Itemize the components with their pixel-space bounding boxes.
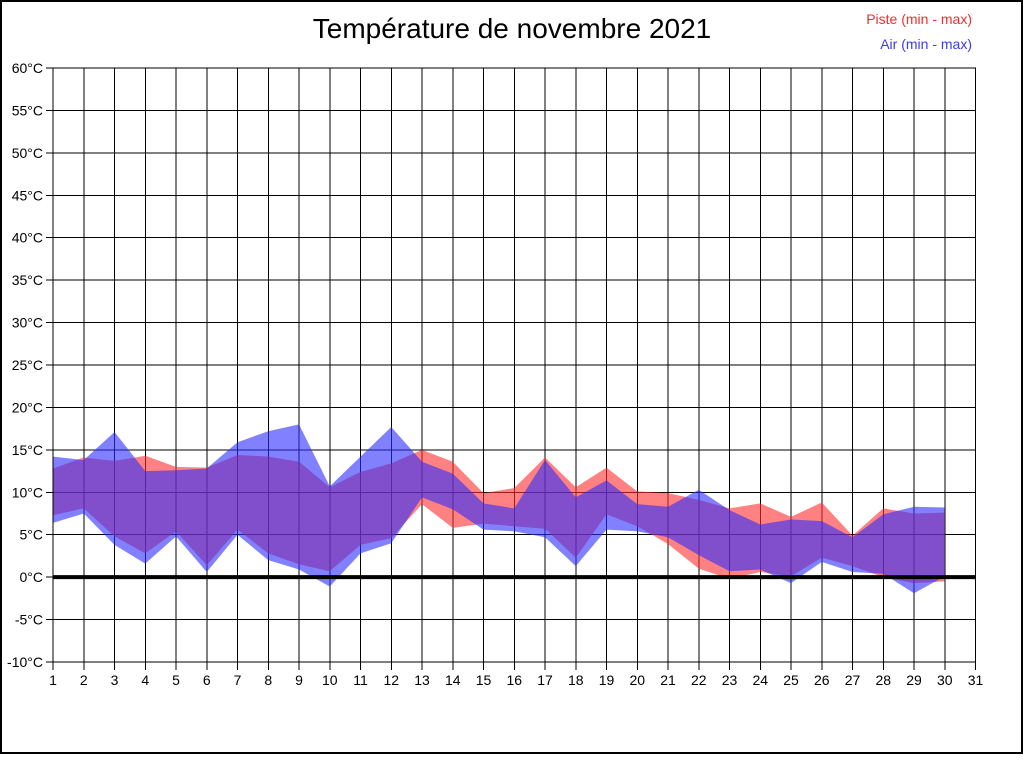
svg-text:30: 30 bbox=[937, 672, 953, 688]
svg-text:12: 12 bbox=[383, 672, 399, 688]
svg-text:31: 31 bbox=[968, 672, 984, 688]
svg-text:14: 14 bbox=[445, 672, 461, 688]
y-axis-labels: -10°C -5°C 0°C 5°C 10°C 15°C 20°C 25°C 30°C 35°C 4… bbox=[7, 60, 43, 670]
svg-text:17: 17 bbox=[537, 672, 553, 688]
svg-text:25°C: 25°C bbox=[12, 357, 43, 373]
svg-text:11: 11 bbox=[353, 672, 368, 688]
svg-text:8: 8 bbox=[264, 672, 272, 688]
svg-text:5: 5 bbox=[172, 672, 180, 688]
svg-text:19: 19 bbox=[599, 672, 615, 688]
svg-text:35°C: 35°C bbox=[12, 272, 43, 288]
svg-text:0°C: 0°C bbox=[20, 569, 44, 585]
svg-text:13: 13 bbox=[414, 672, 430, 688]
svg-text:50°C: 50°C bbox=[12, 145, 43, 161]
svg-text:23: 23 bbox=[722, 672, 738, 688]
svg-text:27: 27 bbox=[845, 672, 861, 688]
svg-text:40°C: 40°C bbox=[12, 230, 43, 246]
svg-text:4: 4 bbox=[141, 672, 149, 688]
plot-border bbox=[52, 67, 977, 663]
svg-text:30°C: 30°C bbox=[12, 315, 43, 331]
svg-text:22: 22 bbox=[691, 672, 707, 688]
svg-text:21: 21 bbox=[660, 672, 676, 688]
svg-text:1: 1 bbox=[49, 672, 57, 688]
svg-text:20°C: 20°C bbox=[12, 399, 43, 415]
svg-text:28: 28 bbox=[875, 672, 891, 688]
svg-text:24: 24 bbox=[752, 672, 768, 688]
air-band bbox=[53, 424, 945, 594]
svg-text:-5°C: -5°C bbox=[15, 612, 43, 628]
svg-text:5°C: 5°C bbox=[20, 527, 44, 543]
grid bbox=[46, 67, 976, 670]
svg-text:15: 15 bbox=[476, 672, 492, 688]
svg-text:16: 16 bbox=[506, 672, 522, 688]
legend-air-label: Air (min - max) bbox=[880, 36, 972, 52]
svg-text:60°C: 60°C bbox=[12, 60, 43, 76]
svg-text:2: 2 bbox=[80, 672, 88, 688]
svg-text:10: 10 bbox=[322, 672, 338, 688]
svg-text:7: 7 bbox=[234, 672, 242, 688]
chart-legend: Piste (min - max) Air (min - max) bbox=[866, 7, 972, 57]
legend-piste-label: Piste (min - max) bbox=[866, 11, 972, 27]
svg-text:10°C: 10°C bbox=[12, 484, 43, 500]
svg-text:29: 29 bbox=[906, 672, 922, 688]
svg-text:3: 3 bbox=[111, 672, 119, 688]
svg-text:55°C: 55°C bbox=[12, 102, 43, 118]
svg-text:18: 18 bbox=[568, 672, 584, 688]
svg-text:20: 20 bbox=[629, 672, 645, 688]
svg-text:6: 6 bbox=[203, 672, 211, 688]
x-axis-labels: 1 2 3 4 5 6 7 8 9 10 11 12 13 14 15 16 17 18 19 20 21 22 23 24 2… bbox=[49, 672, 983, 688]
svg-text:45°C: 45°C bbox=[12, 187, 43, 203]
svg-text:26: 26 bbox=[814, 672, 830, 688]
chart-title: Température de novembre 2021 bbox=[312, 13, 712, 44]
svg-text:-10°C: -10°C bbox=[7, 654, 43, 670]
svg-text:9: 9 bbox=[295, 672, 303, 688]
svg-text:25: 25 bbox=[783, 672, 799, 688]
svg-text:15°C: 15°C bbox=[12, 442, 43, 458]
